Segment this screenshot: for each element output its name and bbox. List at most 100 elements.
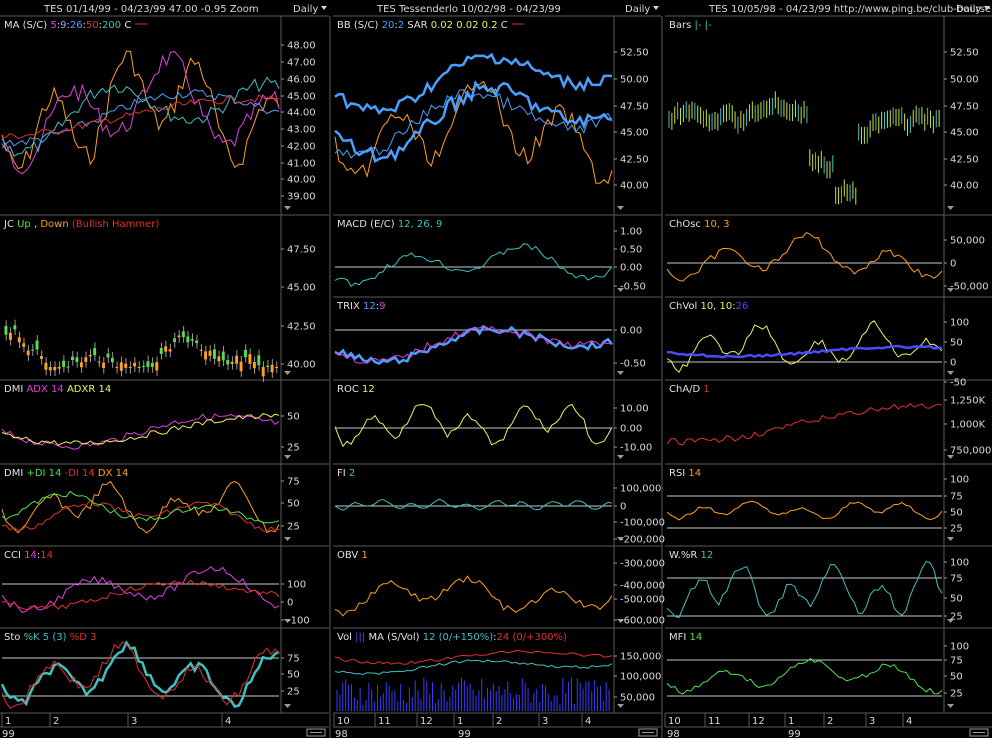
price-tick-label: 50 bbox=[287, 412, 300, 423]
price-tick-label: 47.00 bbox=[287, 58, 316, 69]
panel-menu-icon[interactable] bbox=[617, 619, 624, 623]
price-tick-label: 100 bbox=[287, 580, 306, 591]
panel-menu-icon[interactable] bbox=[284, 206, 291, 210]
panel-title-part: ||| bbox=[352, 632, 365, 643]
panel-menu-icon[interactable] bbox=[947, 455, 954, 459]
price-tick-label: 150,000 bbox=[620, 652, 661, 663]
panel-title: ROC 12 bbox=[337, 384, 375, 395]
period-dropdown-icon[interactable] bbox=[321, 6, 327, 10]
panel-title-part: 12 bbox=[359, 384, 375, 395]
panel-menu-icon[interactable] bbox=[617, 455, 624, 459]
x-year-label: 99 bbox=[788, 729, 801, 738]
panel-title-part: CCI bbox=[4, 550, 21, 561]
panel-menu-icon[interactable] bbox=[947, 704, 954, 708]
x-tick-label: 12 bbox=[752, 716, 765, 727]
panel-title-part: 50 bbox=[86, 20, 99, 31]
x-tick-label: 2 bbox=[496, 716, 502, 727]
scroll-button[interactable] bbox=[306, 728, 326, 737]
x-year-label: 99 bbox=[2, 729, 15, 738]
price-tick-label: 50 bbox=[950, 594, 963, 605]
indicator-line bbox=[1, 480, 280, 534]
price-tick-label: 100 bbox=[950, 558, 969, 569]
price-tick-label: 75 bbox=[287, 654, 300, 665]
price-tick-label: -10.00 bbox=[620, 443, 652, 454]
indicator-line bbox=[1, 50, 280, 175]
price-tick-label: 1,000K bbox=[950, 420, 986, 431]
panel-menu-icon[interactable] bbox=[947, 288, 954, 292]
panel-title-part: DMI bbox=[4, 384, 23, 395]
candle-body bbox=[119, 362, 123, 371]
candle-body bbox=[62, 360, 66, 367]
price-tick-label: 42.00 bbox=[287, 142, 316, 153]
panel-title-part: 12 bbox=[697, 550, 713, 561]
candle-body bbox=[93, 348, 97, 356]
panel-menu-icon[interactable] bbox=[284, 619, 291, 623]
panel-title-part: 14 bbox=[21, 550, 37, 561]
candle-body bbox=[186, 336, 190, 343]
scroll-button[interactable] bbox=[969, 728, 989, 737]
panel-title: ChVol 10, 10:26 bbox=[669, 301, 748, 312]
indicator-line bbox=[334, 52, 613, 116]
price-tick-label: -0.50 bbox=[620, 359, 646, 370]
panel-menu-icon[interactable] bbox=[947, 371, 954, 375]
indicator-line bbox=[334, 89, 613, 159]
indicator-line bbox=[334, 243, 613, 288]
panel-title-part: 200 bbox=[102, 20, 121, 31]
x-tick-label: 2 bbox=[827, 716, 833, 727]
panel-menu-icon[interactable] bbox=[284, 704, 291, 708]
panel-menu-icon[interactable] bbox=[617, 537, 624, 541]
panel-menu-icon[interactable] bbox=[947, 206, 954, 210]
price-tick-label: 50 bbox=[950, 508, 963, 519]
panel-menu-icon[interactable] bbox=[947, 619, 954, 623]
candle-body bbox=[252, 361, 256, 369]
panel-title-part: (Bullish Hammer) bbox=[69, 219, 160, 230]
indicator-line bbox=[334, 403, 613, 448]
candle-body bbox=[142, 365, 145, 367]
candle-body bbox=[190, 339, 194, 341]
panel-title: MFI 14 bbox=[669, 632, 702, 643]
candle-body bbox=[133, 362, 137, 367]
scroll-button[interactable] bbox=[638, 728, 658, 737]
candle-body bbox=[75, 357, 79, 363]
panel-menu-icon[interactable] bbox=[284, 537, 291, 541]
indicator-line bbox=[1, 413, 280, 446]
period-dropdown-icon[interactable] bbox=[653, 6, 659, 10]
price-tick-label: 0.50 bbox=[620, 245, 642, 256]
panel-menu-icon[interactable] bbox=[617, 704, 624, 708]
price-tick-label: 75 bbox=[287, 477, 300, 488]
panel-title-part: : bbox=[57, 20, 60, 31]
candle-body bbox=[261, 366, 265, 377]
price-tick-label: 10.00 bbox=[620, 404, 649, 415]
panel-title-part: MACD (E/C) bbox=[337, 219, 395, 230]
panel-menu-icon[interactable] bbox=[947, 537, 954, 541]
price-tick-label: 75 bbox=[950, 656, 963, 667]
panel-menu-icon[interactable] bbox=[284, 371, 291, 375]
panel-title-part: ADXR 14 bbox=[64, 384, 111, 395]
price-tick-label: 0 bbox=[287, 598, 293, 609]
panel-title-part: ChVol bbox=[669, 301, 697, 312]
panel-title: MACD (E/C) 12, 26, 9 bbox=[337, 219, 442, 230]
indicator-line bbox=[666, 403, 943, 446]
panel-title: RSI 14 bbox=[669, 468, 701, 479]
price-tick-label: 100 bbox=[950, 642, 969, 653]
candle-body bbox=[248, 354, 252, 364]
panel-menu-icon[interactable] bbox=[617, 206, 624, 210]
panel-title-part: ADX 14 bbox=[23, 384, 63, 395]
price-tick-label: 750,000 bbox=[950, 446, 991, 457]
panel-title: OBV 1 bbox=[337, 550, 368, 561]
indicator-line bbox=[334, 575, 613, 617]
panel-title-part: Vol bbox=[337, 632, 352, 643]
candle-body bbox=[208, 350, 212, 356]
panel-menu-icon[interactable] bbox=[617, 371, 624, 375]
panel-menu-icon[interactable] bbox=[617, 288, 624, 292]
price-tick-label: 44.00 bbox=[287, 108, 316, 119]
panel-title-part: %K 5 (3) bbox=[20, 632, 66, 643]
indicator-line bbox=[1, 641, 280, 709]
panel-title: MA (S/C) 5:9:26:50:200 C bbox=[4, 20, 131, 31]
period-dropdown-icon[interactable] bbox=[984, 6, 990, 10]
panel-title-part: : bbox=[732, 301, 735, 312]
period-label: Daily bbox=[625, 4, 650, 15]
panel-title-part: SAR bbox=[404, 20, 428, 31]
price-tick-label: 50.00 bbox=[950, 75, 979, 86]
panel-menu-icon[interactable] bbox=[284, 455, 291, 459]
